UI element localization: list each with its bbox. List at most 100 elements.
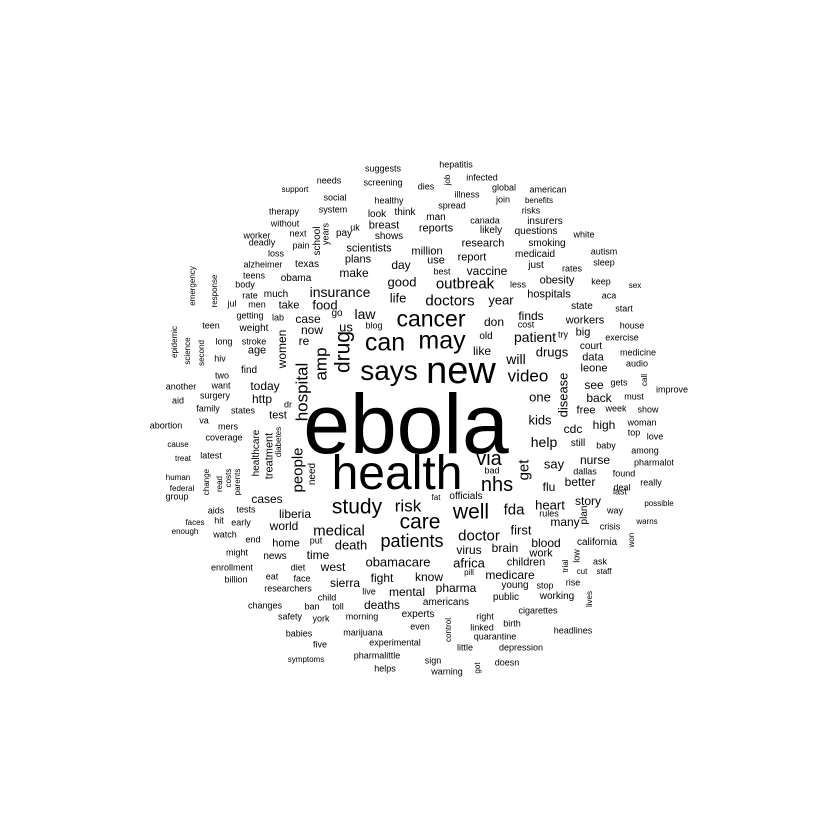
- word-deaths: deaths: [363, 598, 401, 612]
- word-may: may: [418, 326, 466, 355]
- word-audio: audio: [625, 358, 649, 369]
- word-blog: blog: [365, 320, 383, 331]
- word-can: can: [364, 328, 406, 357]
- word-rise: rise: [565, 577, 581, 588]
- word-pharma: pharma: [435, 581, 477, 595]
- word-story: story: [574, 494, 602, 508]
- word-emergency: emergency: [188, 266, 197, 306]
- word-workers: workers: [565, 314, 605, 327]
- word-health: health: [331, 447, 463, 500]
- word-nhs: nhs: [480, 474, 514, 496]
- word-news: news: [263, 551, 287, 562]
- word-obamacare: obamacare: [365, 554, 431, 570]
- word-getting: getting: [236, 310, 264, 321]
- word-support: support: [281, 185, 309, 194]
- word-aids: aids: [207, 505, 225, 516]
- word-drug: drug: [331, 330, 355, 374]
- word-questions: questions: [514, 226, 558, 237]
- word-world: world: [269, 519, 299, 533]
- word-care: care: [399, 510, 441, 534]
- word-hospitals: hospitals: [527, 288, 571, 301]
- word-use: use: [427, 254, 445, 267]
- word-response: response: [210, 274, 219, 308]
- word-smoking: smoking: [528, 238, 566, 249]
- word-won: won: [627, 532, 636, 548]
- word-jul: jul: [227, 298, 237, 309]
- word-risks: risks: [521, 205, 541, 216]
- word-old: old: [479, 331, 493, 342]
- word-second: second: [197, 340, 206, 366]
- word-help: help: [530, 434, 558, 450]
- word-birth: birth: [503, 618, 521, 629]
- word-mental: mental: [388, 585, 426, 599]
- word-enough: enough: [171, 527, 199, 536]
- word-women: women: [275, 329, 289, 369]
- word-house: house: [619, 320, 645, 331]
- word-better: better: [564, 475, 596, 489]
- word-re: re: [298, 334, 310, 348]
- word-five: five: [312, 639, 328, 650]
- word-high: high: [592, 418, 616, 432]
- word-first: first: [510, 522, 532, 538]
- word-suggests: suggests: [364, 163, 402, 174]
- word-life: life: [389, 290, 407, 306]
- word-report: report: [457, 251, 487, 264]
- word-doctors: doctors: [425, 292, 475, 310]
- word-white: white: [573, 229, 595, 240]
- word-illness: illness: [454, 189, 480, 200]
- word-epidemic: epidemic: [170, 325, 179, 359]
- word-exercise: exercise: [605, 332, 639, 343]
- word-best: best: [433, 266, 451, 277]
- word-trial: trial: [561, 559, 570, 573]
- word-flu: flu: [542, 480, 556, 494]
- word-big: big: [575, 326, 591, 339]
- word-aid: aid: [171, 395, 185, 406]
- word-another: another: [165, 381, 197, 392]
- word-got: got: [473, 662, 482, 674]
- word-pill: pill: [464, 568, 474, 577]
- word-read: read: [215, 475, 224, 493]
- word-blood: blood: [531, 536, 561, 550]
- word-child: child: [317, 592, 337, 603]
- word-right: right: [476, 611, 494, 622]
- word-treat: treat: [174, 454, 192, 463]
- word-mers: mers: [218, 421, 238, 432]
- word-find: find: [240, 365, 258, 376]
- word-costs: costs: [224, 468, 233, 488]
- word-risk: risk: [394, 496, 422, 516]
- word-early: early: [231, 517, 251, 528]
- word-home: home: [272, 537, 300, 550]
- word-top: top: [627, 427, 641, 438]
- word-safety: safety: [277, 611, 303, 622]
- word-don: don: [483, 315, 505, 329]
- word-ban: ban: [304, 601, 320, 612]
- word-change: change: [202, 468, 211, 496]
- word-doesn: doesn: [494, 657, 520, 668]
- word-diet: diet: [290, 562, 306, 573]
- word-obama: obama: [280, 273, 312, 284]
- word-pharmalittle: pharmalittle: [353, 650, 401, 661]
- word-cut: cut: [576, 567, 588, 576]
- word-sierra: sierra: [329, 576, 361, 590]
- word-medicare: medicare: [485, 568, 535, 582]
- word-go: go: [331, 308, 343, 319]
- word-rates: rates: [561, 263, 583, 274]
- word-cigarettes: cigarettes: [518, 605, 558, 616]
- word-says: says: [360, 355, 418, 386]
- word-less: less: [509, 279, 527, 290]
- word-group: group: [165, 491, 189, 502]
- word-new: new: [426, 350, 496, 392]
- word-make: make: [339, 266, 369, 280]
- word-breast: breast: [368, 219, 400, 232]
- word-end: end: [245, 534, 261, 545]
- word-likely: likely: [479, 225, 503, 236]
- word-healthy: healthy: [374, 195, 404, 206]
- word-look: look: [367, 209, 387, 220]
- word-men: men: [248, 299, 266, 310]
- word-state: state: [571, 301, 593, 312]
- word-reports: reports: [418, 222, 454, 235]
- word-worker: worker: [243, 230, 271, 241]
- word-vaccine: vaccine: [466, 264, 508, 278]
- word-morning: morning: [345, 611, 379, 622]
- word-human: human: [165, 473, 191, 482]
